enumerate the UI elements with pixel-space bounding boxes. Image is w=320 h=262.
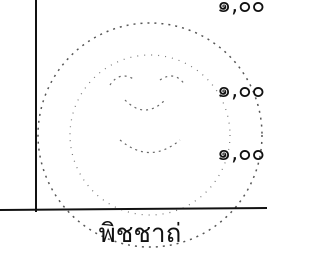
amount: ๑,๐๐	[217, 0, 265, 18]
amount: ๑,๐๐	[217, 141, 265, 166]
signature: พิชชาถ่	[99, 219, 182, 249]
amount: ๑,๐๐	[217, 78, 265, 103]
scanned-document: ๑,๐๐ ๑,๐๐ ๑,๐๐ พิชชาถ่	[0, 0, 267, 262]
